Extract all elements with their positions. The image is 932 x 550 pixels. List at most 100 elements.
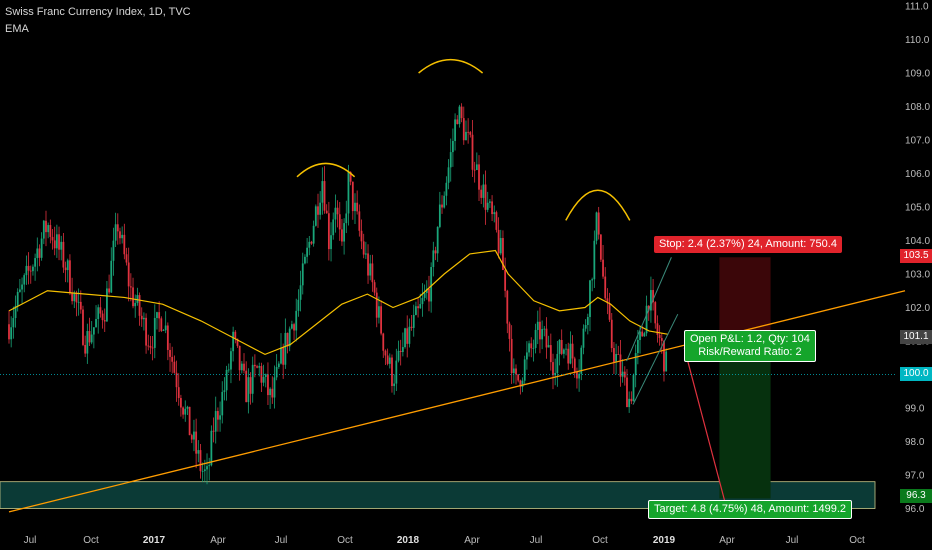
candle-body <box>223 390 226 392</box>
candle-body <box>160 318 163 331</box>
candle-body <box>49 225 52 237</box>
candle-body <box>332 219 335 236</box>
candle-body <box>110 260 113 293</box>
candle-body <box>573 358 576 372</box>
candle-body <box>589 280 591 318</box>
candle-body <box>508 323 511 339</box>
y-tick-label: 97.0 <box>905 471 925 482</box>
candle-body <box>304 256 306 264</box>
candle-body <box>253 364 256 367</box>
candle-body <box>388 357 391 364</box>
candle-body <box>543 328 546 330</box>
candle-body <box>299 285 302 300</box>
last-price-tag: 101.1 <box>900 330 932 344</box>
candle-body <box>264 374 267 377</box>
candle-body <box>497 229 500 254</box>
candle-body <box>293 324 295 331</box>
candle-body <box>21 284 23 290</box>
candle-body <box>18 289 21 292</box>
candle-body <box>132 287 134 307</box>
candle-body <box>156 312 158 319</box>
candle-body <box>271 388 274 398</box>
candle-body <box>421 297 424 305</box>
candle-body <box>236 338 239 346</box>
candle-body <box>106 288 108 322</box>
x-tick-label: Apr <box>210 535 226 546</box>
candle-body <box>349 171 352 182</box>
candle-body <box>404 328 406 348</box>
candle-body <box>269 388 272 396</box>
candle-body <box>571 343 574 359</box>
candle-body <box>488 201 491 203</box>
candle-body <box>306 247 309 257</box>
candle-body <box>249 377 252 394</box>
candle-body <box>375 292 378 318</box>
candle-body <box>650 290 652 311</box>
candle-body <box>525 352 528 360</box>
indicator-label[interactable]: EMA <box>5 23 29 35</box>
candle-body <box>77 301 80 303</box>
x-tick-label: Oct <box>849 535 865 546</box>
candle-body <box>436 226 439 254</box>
candle-body <box>99 307 102 314</box>
candle-body <box>473 169 476 171</box>
candle-body <box>610 319 613 349</box>
candle-body <box>512 368 515 374</box>
stop-price-tag: 103.5 <box>900 249 932 263</box>
candle-body <box>549 345 552 363</box>
candle-body <box>275 367 278 378</box>
y-tick-label: 110.0 <box>905 35 930 46</box>
candle-body <box>197 450 200 454</box>
candle-body <box>153 318 156 348</box>
candle-body <box>576 371 578 379</box>
candle-body <box>234 331 237 339</box>
candle-body <box>323 181 326 211</box>
symbol-title[interactable]: Swiss Franc Currency Index, 1D, TVC <box>5 6 191 18</box>
candle-body <box>452 140 454 153</box>
candle-body <box>341 229 343 242</box>
candle-body <box>462 118 465 141</box>
x-tick-label: Oct <box>83 535 99 546</box>
candle-body <box>654 302 657 324</box>
candle-body <box>73 292 76 302</box>
candle-body <box>210 430 213 466</box>
candle-body <box>88 331 91 343</box>
candle-body <box>327 213 330 250</box>
candle-body <box>40 238 43 258</box>
candle-body <box>428 288 430 302</box>
candle-body <box>75 292 78 303</box>
candle-body <box>443 195 446 208</box>
ascending-trendline <box>8 290 906 513</box>
candle-body <box>467 131 470 133</box>
candle-body <box>140 315 143 320</box>
candle-body <box>149 345 152 348</box>
candle-body <box>219 415 221 420</box>
candle-body <box>238 345 241 371</box>
candle-body <box>32 266 34 272</box>
candle-body <box>367 253 369 276</box>
pattern-arc-3 <box>565 189 631 221</box>
candle-body <box>25 265 28 276</box>
candle-body <box>79 301 82 310</box>
candle-body <box>528 343 530 353</box>
candle-body <box>114 224 117 241</box>
candle-body <box>14 305 17 319</box>
candle-body <box>532 347 535 349</box>
candle-body <box>478 164 480 190</box>
candle-body <box>247 377 250 403</box>
candle-body <box>82 309 84 345</box>
candle-body <box>354 202 356 212</box>
x-tick-label: Jul <box>275 535 288 546</box>
candle-body <box>325 210 328 214</box>
candle-body <box>519 380 522 387</box>
candle-body <box>208 465 211 467</box>
candle-body <box>636 340 639 354</box>
candle-body <box>586 317 589 325</box>
candle-body <box>360 230 363 242</box>
candle-body <box>286 332 289 347</box>
candle-body <box>613 348 615 363</box>
candle-body <box>356 202 359 212</box>
candle-body <box>310 241 313 244</box>
